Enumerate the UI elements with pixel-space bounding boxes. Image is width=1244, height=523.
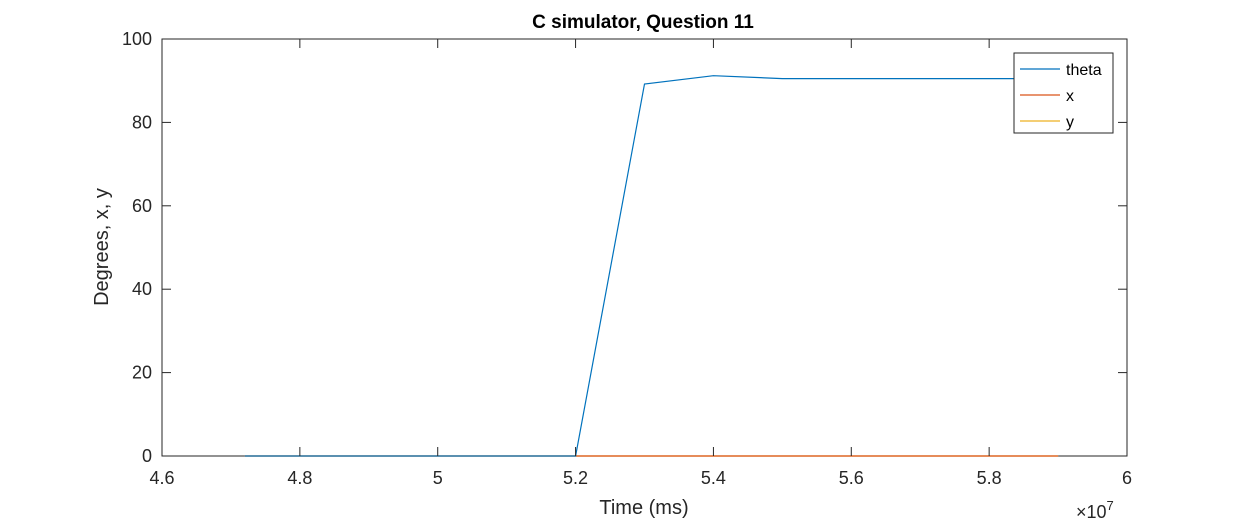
y-tick-label: 40 <box>132 279 152 299</box>
x-tick-label: 4.6 <box>149 468 174 488</box>
x-tick-label: 5.2 <box>563 468 588 488</box>
axes-box <box>161 38 1128 457</box>
chart-title: C simulator, Question 11 <box>532 12 754 33</box>
legend-label-theta: theta <box>1066 62 1102 79</box>
y-tick-label: 20 <box>132 363 152 383</box>
legend: theta xy <box>1013 52 1114 134</box>
x-tick-label: 4.8 <box>287 468 312 488</box>
x-axis-exponent-base: ×10 <box>1076 502 1107 522</box>
y-axis-label: Degrees, x, y <box>91 188 113 306</box>
y-tick-label: 80 <box>132 112 152 132</box>
x-tick-label: 5.6 <box>839 468 864 488</box>
x-axis-exponent: ×107 <box>1076 498 1114 522</box>
legend-label-x: x <box>1066 88 1074 105</box>
x-tick-label: 5 <box>433 468 443 488</box>
series-layer <box>244 75 1059 457</box>
x-tick-label: 6 <box>1122 468 1132 488</box>
x-tick-label: 5.8 <box>977 468 1002 488</box>
y-tick-label: 0 <box>142 446 152 466</box>
legend-label-y: y <box>1066 114 1074 131</box>
legend-box <box>1013 52 1114 134</box>
y-tick-label: 60 <box>132 196 152 216</box>
y-tick-label: 100 <box>122 29 152 49</box>
x-axis-label: Time (ms) <box>599 497 688 519</box>
series-line-theta <box>244 75 1059 457</box>
x-tick-label: 5.4 <box>701 468 726 488</box>
x-axis-exponent-power: 7 <box>1107 498 1114 513</box>
